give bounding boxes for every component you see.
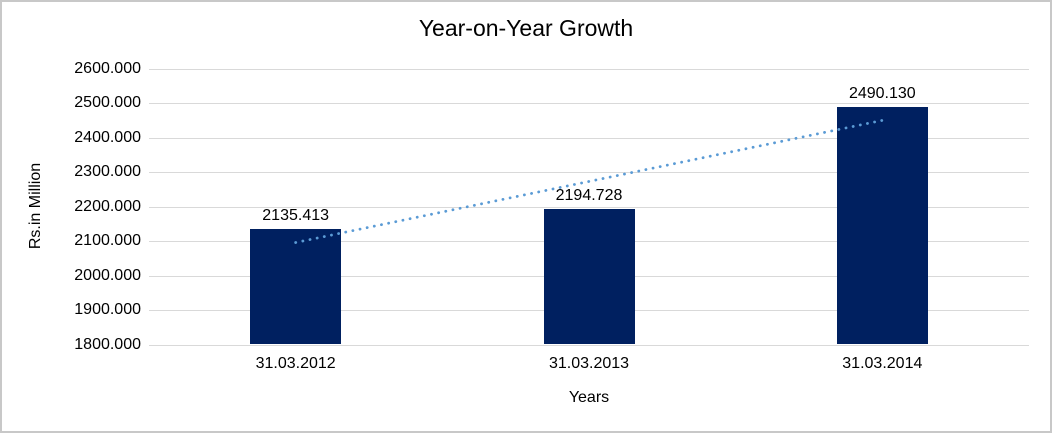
bar-value-label: 2490.130 xyxy=(848,84,916,102)
y-tick-label: 2300.000 xyxy=(74,163,141,181)
x-tick-label: 31.03.2014 xyxy=(842,355,923,372)
gridline xyxy=(149,344,1029,346)
y-tick-label: 1800.000 xyxy=(74,335,141,353)
bar xyxy=(250,228,342,345)
gridline xyxy=(149,69,1029,70)
x-tick-label: 31.03.2013 xyxy=(548,355,630,372)
bar xyxy=(543,208,635,345)
x-axis-title: Years xyxy=(568,389,610,406)
y-tick-label: 2100.000 xyxy=(74,232,141,250)
y-tick-label: 2200.000 xyxy=(74,197,141,215)
y-tick-label: 2400.000 xyxy=(74,128,141,146)
y-tick-label: 2600.000 xyxy=(74,60,141,77)
chart-title: Year-on-Year Growth xyxy=(418,15,634,41)
bar xyxy=(836,106,928,345)
gridline xyxy=(149,103,1029,105)
y-tick-label: 2000.000 xyxy=(74,266,141,284)
y-tick-label: 1900.000 xyxy=(74,301,141,319)
y-tick-label: 2500.000 xyxy=(74,94,141,112)
bar-value-label: 2194.728 xyxy=(555,186,623,204)
x-tick-label: 31.03.2012 xyxy=(255,355,336,372)
bar-value-label: 2135.413 xyxy=(262,206,330,224)
